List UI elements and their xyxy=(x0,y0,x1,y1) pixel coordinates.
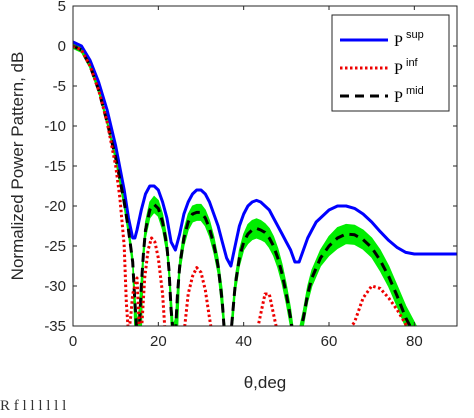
y-tick-label: -10 xyxy=(44,118,66,135)
x-tick-label: 0 xyxy=(69,333,77,350)
x-axis-label: θ,deg xyxy=(244,373,287,392)
uncertainty-band xyxy=(73,43,418,326)
legend-superscript-mid: mid xyxy=(406,85,424,97)
y-tick-label: 0 xyxy=(58,38,66,55)
legend-label-inf: P xyxy=(394,61,403,78)
y-axis-label: Normalized Power Pattern, dB xyxy=(8,52,27,281)
series-line-sup xyxy=(73,40,457,268)
y-tick-label: -35 xyxy=(44,318,66,335)
legend-superscript-inf: inf xyxy=(406,57,419,69)
y-tick-label: -30 xyxy=(44,278,66,295)
y-tick-label: -25 xyxy=(44,238,66,255)
y-tick-label: -5 xyxy=(53,78,66,95)
x-tick-label: 80 xyxy=(406,333,423,350)
caption-fragment: R f l l l l l l xyxy=(0,398,67,414)
series-line-mid xyxy=(73,44,412,326)
chart: 0 20 40 60 80 5 0 -5 -10 -15 -20 -25 -30 -35 θ,deg No… xyxy=(8,0,458,392)
series-line-inf xyxy=(73,44,410,326)
y-tick-label: -15 xyxy=(44,158,66,175)
legend-box xyxy=(331,14,450,112)
legend-superscript-sup: sup xyxy=(406,29,424,41)
y-tick-label: 5 xyxy=(58,0,66,15)
x-tick-label: 40 xyxy=(235,333,252,350)
x-tick-label: 60 xyxy=(321,333,338,350)
x-tick-label: 20 xyxy=(150,333,167,350)
legend-label-mid: P xyxy=(394,89,403,106)
y-tick-label: -20 xyxy=(44,198,66,215)
legend-label-sup: P xyxy=(394,33,403,50)
